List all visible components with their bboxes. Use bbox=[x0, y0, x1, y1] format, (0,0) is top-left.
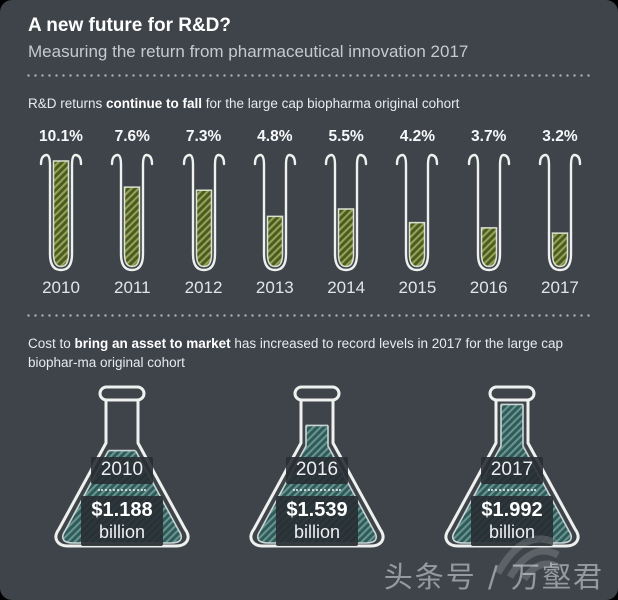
test-tube-chart: 10.1% 2010 7.6% 2011 7.3% 2012 4.8% 2013 5.5% 201… bbox=[0, 114, 618, 298]
flask-label-divider bbox=[98, 488, 146, 491]
caption-text: Cost to bbox=[28, 335, 75, 351]
flask-amount-label: $1.188 billion bbox=[81, 495, 163, 547]
tube-value-label: 3.2% bbox=[542, 127, 578, 145]
tube-fill bbox=[52, 159, 70, 267]
tube-category-label: 2016 bbox=[469, 277, 508, 297]
dotted-divider-top bbox=[25, 74, 593, 78]
caption-text: for the large cap biopharma original coh… bbox=[202, 96, 460, 112]
tube-outline bbox=[467, 153, 510, 271]
test-tube-graphic bbox=[324, 153, 368, 271]
flask-amount-unit: billion bbox=[488, 521, 535, 542]
test-tube-item-2013: 4.8% 2013 bbox=[243, 128, 307, 298]
flask-lip bbox=[488, 385, 536, 402]
tube-category-label: 2015 bbox=[398, 277, 437, 297]
watermark-text: 头条号 / 万壑君 bbox=[383, 560, 604, 594]
tube-value-label: 5.5% bbox=[328, 127, 364, 145]
flask-label-divider bbox=[293, 488, 341, 491]
header: A new future for R&D? Measuring the retu… bbox=[0, 0, 618, 62]
tube-outline bbox=[324, 153, 368, 271]
watermark-logo-icon bbox=[488, 523, 560, 586]
tube-category-label: 2017 bbox=[541, 277, 579, 297]
tube-category-label: 2012 bbox=[184, 277, 223, 297]
tube-fill bbox=[337, 207, 355, 267]
caption-bold: bring an asset to market bbox=[74, 335, 231, 351]
flask-amount-unit: billion bbox=[98, 521, 145, 542]
flask-item-2016: 2016 $1.539 billion bbox=[227, 385, 407, 557]
flask-amount-label: $1.539 billion bbox=[276, 495, 358, 547]
test-tube-item-2012: 7.3% 2012 bbox=[172, 128, 236, 298]
flask-label: 2016 $1.539 billion bbox=[227, 456, 407, 547]
caption-text: has increased to record levels in 2017 f… bbox=[28, 335, 564, 371]
tube-outline bbox=[39, 153, 83, 271]
flask-year-label: 2017 bbox=[480, 456, 544, 484]
test-tube-graphic bbox=[111, 153, 154, 271]
flask-year-label: 2016 bbox=[285, 456, 349, 484]
test-tube-graphic bbox=[467, 153, 510, 271]
page-title: A new future for R&D? bbox=[28, 15, 232, 36]
tube-fill bbox=[195, 189, 212, 267]
watermark: 头条号 / 万壑君 bbox=[384, 554, 604, 596]
flask-amount-value: $1.539 bbox=[286, 498, 348, 521]
tube-outline bbox=[182, 153, 225, 271]
flask-label-divider bbox=[488, 488, 536, 491]
test-tube-graphic bbox=[253, 153, 297, 271]
tube-value-label: 7.6% bbox=[114, 127, 150, 145]
tube-fill bbox=[551, 232, 569, 267]
test-tube-item-2014: 5.5% 2014 bbox=[314, 128, 378, 298]
caption-bold: continue to fall bbox=[106, 96, 203, 112]
tube-fill bbox=[480, 226, 497, 267]
test-tube-item-2011: 7.6% 2011 bbox=[100, 128, 164, 298]
tube-outline bbox=[111, 153, 154, 271]
tube-outline bbox=[253, 153, 297, 271]
test-tube-graphic bbox=[538, 153, 582, 271]
tube-category-label: 2013 bbox=[255, 277, 294, 297]
section1-caption: R&D returns continue to fall for the lar… bbox=[28, 94, 584, 114]
flask-amount-value: $1.992 bbox=[481, 498, 543, 521]
caption-text: R&D returns bbox=[28, 96, 107, 112]
test-tube-graphic bbox=[396, 153, 439, 271]
test-tube-item-2010: 10.1% 2010 bbox=[29, 128, 93, 298]
tube-category-label: 2010 bbox=[42, 277, 80, 297]
flask-lip bbox=[293, 385, 341, 402]
tube-fill bbox=[124, 186, 141, 267]
tube-fill bbox=[266, 215, 284, 267]
test-tube-graphic bbox=[39, 153, 83, 271]
flask-item-2017: 2017 $1.992 billion bbox=[422, 385, 602, 557]
flask-lip bbox=[98, 385, 146, 402]
flask-amount-value: $1.188 bbox=[91, 498, 153, 521]
tube-value-label: 3.7% bbox=[471, 127, 507, 145]
test-tube-item-2016: 3.7% 2016 bbox=[457, 128, 521, 298]
tube-value-label: 4.2% bbox=[399, 127, 436, 145]
tube-value-label: 10.1% bbox=[39, 127, 83, 145]
tube-category-label: 2011 bbox=[114, 277, 151, 297]
tube-value-label: 7.3% bbox=[185, 127, 222, 145]
tube-outline bbox=[538, 153, 582, 271]
dotted-divider-middle bbox=[25, 313, 593, 317]
tube-value-label: 4.8% bbox=[257, 127, 293, 145]
flask-year-label: 2010 bbox=[90, 456, 154, 484]
tube-outline bbox=[396, 153, 439, 271]
flask-label: 2017 $1.992 billion bbox=[422, 456, 602, 547]
test-tube-graphic bbox=[182, 153, 225, 271]
tube-category-label: 2014 bbox=[327, 277, 366, 297]
test-tube-item-2017: 3.2% 2017 bbox=[528, 128, 592, 298]
flask-item-2010: 2010 $1.188 billion bbox=[32, 385, 212, 557]
tube-fill bbox=[409, 221, 426, 267]
test-tube-item-2015: 4.2% 2015 bbox=[385, 128, 449, 298]
flask-amount-unit: billion bbox=[293, 521, 340, 542]
flask-amount-label: $1.992 billion bbox=[471, 495, 553, 547]
flask-chart: 2010 $1.188 billion 2016 $1.539 billion 2017 $1… bbox=[0, 373, 618, 557]
section2-caption: Cost to bring an asset to market has inc… bbox=[28, 334, 584, 373]
flask-label: 2010 $1.188 billion bbox=[32, 456, 212, 547]
page-subtitle: Measuring the return from pharmaceutical… bbox=[28, 41, 469, 61]
